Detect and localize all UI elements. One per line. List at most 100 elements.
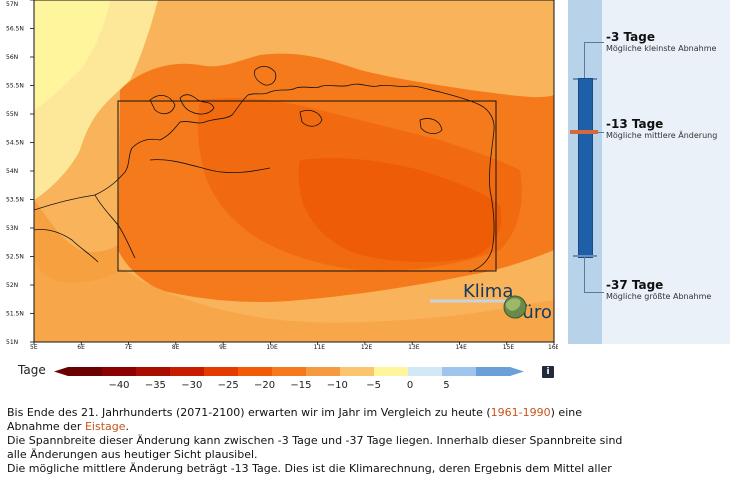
lon-label: 8E: [172, 344, 180, 350]
range-strip: [568, 0, 602, 344]
range-bottom-tick: [573, 255, 597, 257]
legend-tick-label: −15: [290, 380, 311, 391]
lon-label: 12E: [361, 344, 373, 350]
range-pointer-mid: [598, 132, 604, 133]
range-connector-bottom: [584, 257, 585, 293]
inner-contour: [149, 159, 271, 174]
range-bottom-desc: Mögliche größte Abnahme: [606, 292, 712, 301]
island-3: [299, 110, 323, 127]
lat-label: 55N: [6, 111, 18, 118]
text-line-4: alle Änderungen aus heutiger Sicht plaus…: [7, 448, 258, 461]
zone-lightest-west: [34, 0, 110, 110]
legend-swatch: [238, 367, 273, 376]
island-4: [419, 118, 443, 134]
text-p1a: Bis Ende des 21. Jahrhunderts (2071-2100…: [7, 406, 491, 419]
legend-tick-label: −40: [108, 380, 129, 391]
legend-tick-label: −25: [218, 380, 239, 391]
text-line-2: Abnahme der Eistage.: [7, 420, 730, 434]
coastline-baltic: [231, 83, 495, 131]
island-2: [254, 66, 277, 86]
zone-light-south: [34, 249, 554, 342]
range-top-value: -3 Tage: [606, 31, 655, 44]
lat-label: 53N: [6, 225, 18, 232]
zone-mid-southwest: [34, 200, 118, 283]
legend-swatch: [102, 367, 137, 376]
range-bottom-value: -37 Tage: [606, 279, 664, 292]
lat-label: 56N: [6, 54, 18, 61]
legend-tick-label: −5: [366, 380, 381, 391]
legend-swatch: [374, 367, 409, 376]
legend-arrow-right: [510, 367, 524, 376]
legend-title: Tage: [18, 363, 46, 377]
text-p2a: Abnahme der: [7, 420, 85, 433]
lat-label: 51N: [6, 339, 18, 346]
zone-darkest-east: [298, 158, 502, 262]
lon-label: 11E: [314, 344, 326, 350]
text-p1b: ) eine: [550, 406, 582, 419]
lat-label: 55.5N: [6, 83, 24, 90]
eistage-link[interactable]: Eistage: [84, 420, 126, 433]
legend-swatch: [306, 367, 341, 376]
range-label-bottom: -37 Tage Mögliche größte Abnahme: [606, 279, 730, 302]
lat-label: 54N: [6, 168, 18, 175]
brand-klima: Klima: [463, 281, 513, 302]
legend-tick-label: 0: [407, 380, 413, 391]
longitude-labels: 5E 6E 7E 8E 9E 10E 11E 12E 13E 14E 15E 16E: [30, 342, 560, 351]
legend-tick-label: −35: [145, 380, 166, 391]
lat-label: 57N: [6, 1, 18, 8]
color-legend: Tage −40 −35 −30 −25 −20 −15 −10 −5 0 5: [0, 350, 558, 392]
lon-label: 13E: [408, 344, 420, 350]
island-1: [179, 94, 215, 115]
legend-scale: −40 −35 −30 −25 −20 −15 −10 −5 0 5: [54, 367, 524, 391]
lon-label: 6E: [77, 344, 85, 350]
lat-label: 52.5N: [6, 254, 24, 261]
legend-tick-label: 5: [443, 380, 449, 391]
text-line-3: Die Spannbreite dieser Änderung kann zwi…: [7, 434, 623, 447]
legend-swatch: [204, 367, 239, 376]
lon-label: 7E: [125, 344, 133, 350]
text-p2b: .: [125, 420, 130, 433]
legend-tick-labels: −40 −35 −30 −25 −20 −15 −10 −5 0 5: [108, 380, 449, 391]
lon-label: 9E: [219, 344, 227, 350]
border-east: [469, 129, 495, 273]
lat-label: 56.5N: [6, 26, 24, 33]
lat-label: 53.5N: [6, 197, 24, 204]
info-icon[interactable]: i: [542, 366, 554, 378]
lat-label: 54.5N: [6, 140, 24, 147]
coastlines: [34, 66, 495, 273]
map-plot-area: Klima büro: [34, 0, 554, 342]
legend-arrow-left: [54, 367, 68, 376]
text-line-1: Bis Ende des 21. Jahrhunderts (2071-2100…: [7, 406, 730, 420]
range-pointer-bottom: [584, 292, 604, 293]
range-mid-marker: [570, 130, 598, 134]
range-bar: [578, 78, 593, 258]
lon-label: 14E: [455, 344, 467, 350]
legend-swatch: [340, 367, 375, 376]
range-connector-top: [584, 42, 585, 78]
legend-tick-label: −30: [181, 380, 202, 391]
island-5: [149, 95, 176, 115]
legend-color-bar: [54, 367, 524, 376]
climate-map: Klima büro 57N 56.5N 56N 55.5N 55N 54.5N 54N 53…: [6, 0, 560, 351]
lat-label: 52N: [6, 282, 18, 289]
globe-icon: [503, 295, 527, 319]
lon-label: 10E: [266, 344, 278, 350]
lat-label: 51.5N: [6, 311, 24, 318]
legend-swatch: [68, 367, 103, 376]
legend-swatch: [170, 367, 205, 376]
latitude-labels: 57N 56.5N 56N 55.5N 55N 54.5N 54N 53.5N 53N 52.5N…: [6, 0, 34, 346]
legend-tick-label: −10: [327, 380, 348, 391]
change-range-panel: -3 Tage Mögliche kleinste Abnahme -13 Ta…: [568, 0, 730, 344]
lon-label: 16E: [548, 344, 558, 350]
lon-label: 5E: [30, 344, 38, 350]
legend-swatch: [442, 367, 477, 376]
range-mid-value: -13 Tage: [606, 118, 664, 131]
description-text: Bis Ende des 21. Jahrhunderts (2071-2100…: [7, 406, 730, 476]
coast-netherlands: [34, 229, 99, 263]
range-label-top: -3 Tage Mögliche kleinste Abnahme: [606, 31, 730, 54]
text-line-5: Die mögliche mittlere Änderung beträgt -…: [7, 462, 612, 475]
range-pointer-top: [584, 42, 604, 43]
reference-period-link[interactable]: 1961-1990: [490, 406, 551, 419]
legend-swatch: [408, 367, 443, 376]
coastline-north-sea: [34, 114, 233, 211]
